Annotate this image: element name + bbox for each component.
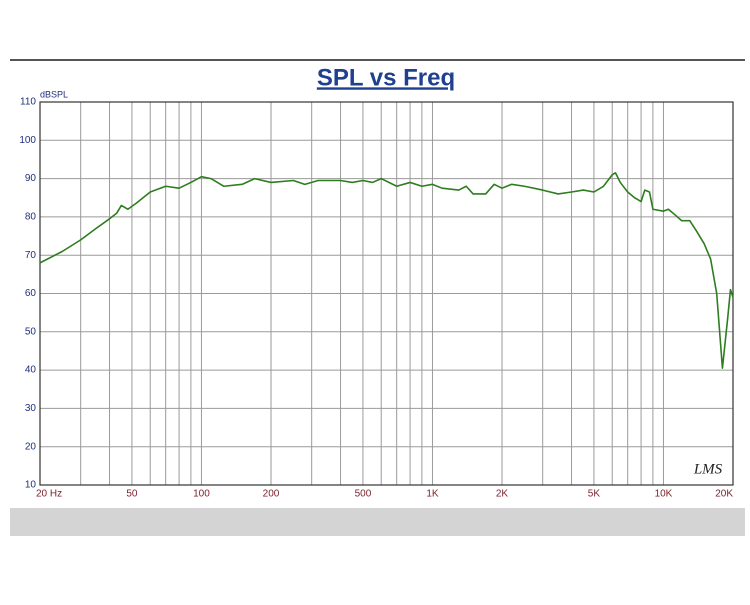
x-tick-label: 1K xyxy=(426,489,439,500)
y-tick-label: 20 xyxy=(25,441,37,452)
plot-frame xyxy=(39,101,734,486)
y-tick-label: 100 xyxy=(19,135,36,146)
y-axis-label: dBSPL xyxy=(40,89,68,99)
y-tick-label: 30 xyxy=(25,403,37,414)
y-tick-label: 10 xyxy=(25,480,37,491)
spl-line xyxy=(39,172,734,369)
x-tick-label: 10K xyxy=(655,489,673,500)
logo: LMS xyxy=(693,461,723,477)
chart-title: SPL vs Freq xyxy=(317,64,455,91)
x-tick-label: 50 xyxy=(126,489,138,500)
y-tick-label: 50 xyxy=(25,326,37,337)
x-tick-label: 200 xyxy=(263,489,280,500)
x-tick-label: 100 xyxy=(193,489,210,500)
y-tick-label: 40 xyxy=(25,365,37,376)
y-tick-label: 90 xyxy=(25,173,37,184)
y-tick-label: 110 xyxy=(20,97,36,108)
x-tick-label: 500 xyxy=(355,489,372,500)
y-tick-label: 60 xyxy=(25,288,37,299)
x-tick-label: 2K xyxy=(496,489,509,500)
y-tick-label: 80 xyxy=(25,212,37,223)
x-tick-label: 5K xyxy=(588,489,601,500)
footer-bar xyxy=(10,508,745,536)
x-tick-label: 20 Hz xyxy=(36,489,62,500)
y-tick-label: 70 xyxy=(25,250,37,261)
x-tick-label: 20K xyxy=(715,489,733,500)
